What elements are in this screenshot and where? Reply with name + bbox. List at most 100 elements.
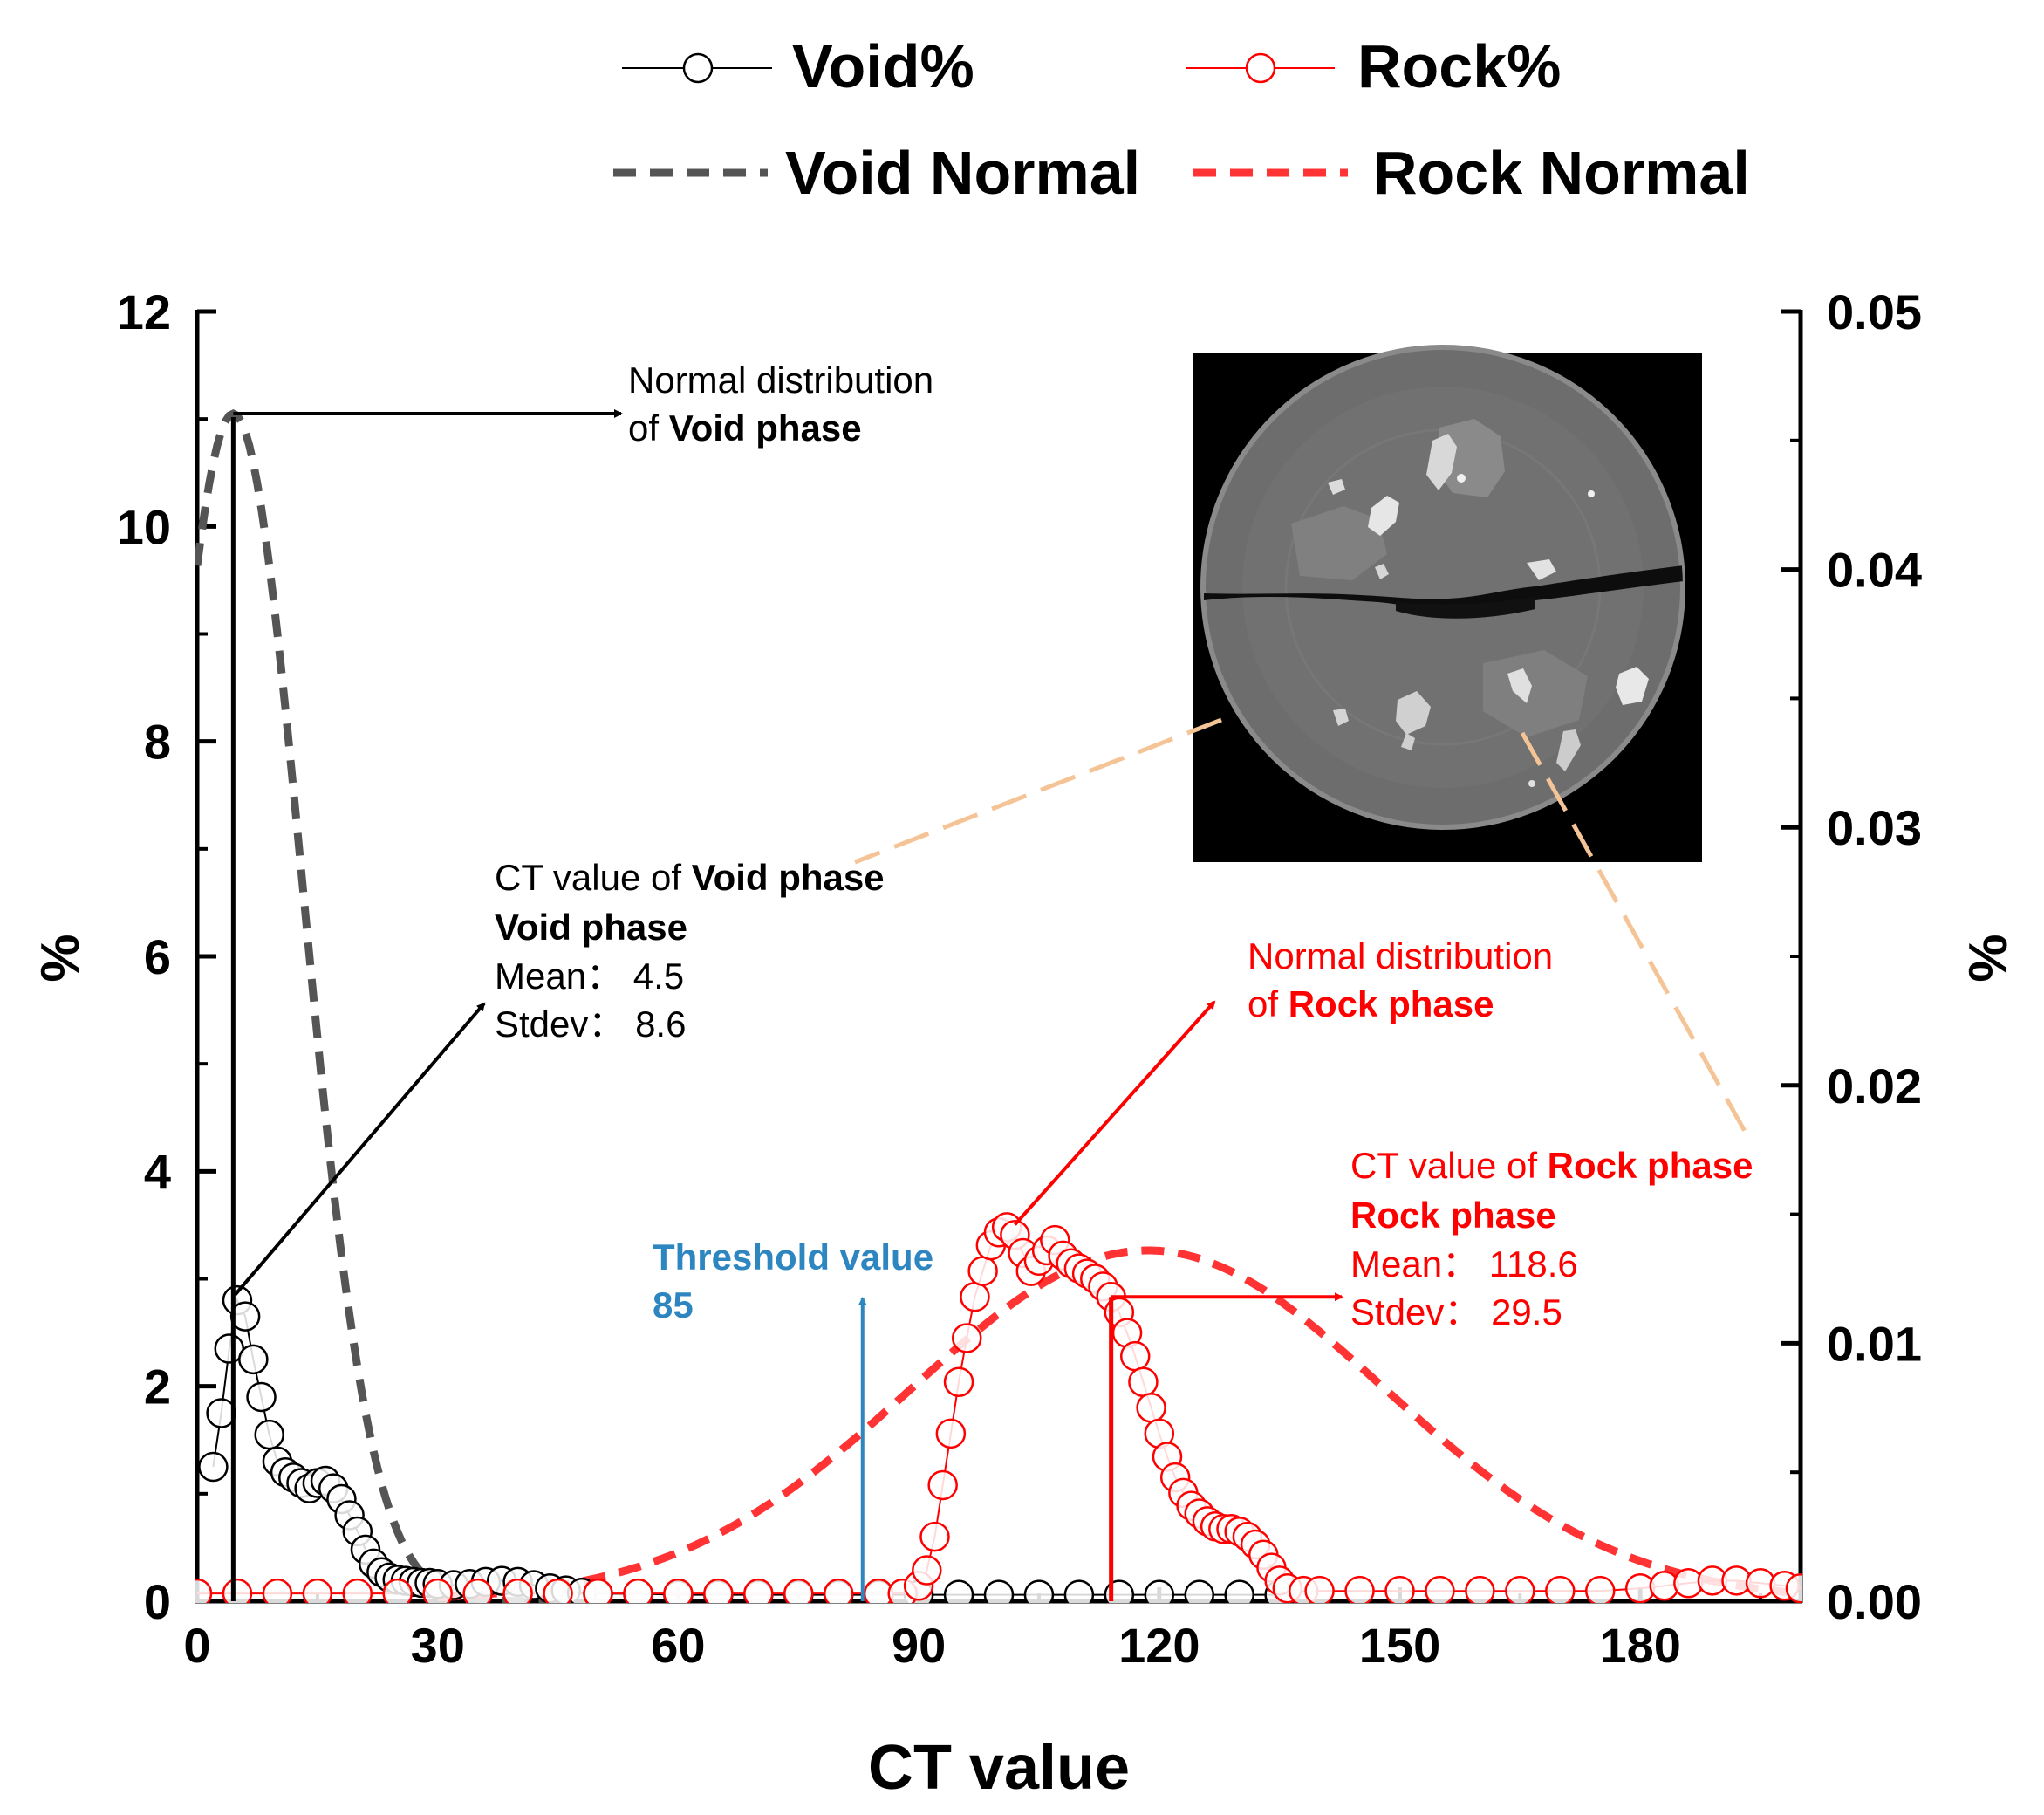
rock-data-point — [1128, 1366, 1159, 1397]
rock-data-point — [943, 1366, 974, 1397]
y-right-tick-label: 0.01 — [1827, 1316, 1922, 1371]
void-ct-label-1-prefix: CT value of — [495, 857, 692, 898]
y-right-tick-label: 0.05 — [1827, 284, 1922, 339]
leader-void — [854, 717, 1222, 865]
legend-item-rock: Rock% — [1186, 32, 1561, 100]
y-left-tick-label: 4 — [144, 1144, 171, 1199]
x-tick-label: 30 — [411, 1618, 465, 1673]
rock-data-point — [502, 1578, 533, 1603]
void-mean-label: Mean： 4.5 — [495, 955, 684, 997]
void-data-point — [1184, 1579, 1214, 1603]
legend-label-void: Void% — [792, 32, 974, 100]
plot-area — [195, 408, 1802, 1603]
void-normal-label-1: Normal distribution — [628, 360, 933, 401]
void-stdev-label: Stdev： 8.6 — [495, 1003, 686, 1044]
rock-data-point — [583, 1578, 613, 1603]
rock-data-point — [912, 1555, 942, 1586]
y-left-tick-label: 12 — [117, 284, 171, 339]
y-left-tick-label: 8 — [144, 715, 171, 770]
legend-label-rock: Rock% — [1357, 32, 1561, 100]
void-data-point — [238, 1344, 269, 1375]
rock-data-point — [1384, 1575, 1415, 1603]
void-data-point — [206, 1398, 236, 1428]
rock-normal-label-2-bold: Rock phase — [1289, 983, 1494, 1024]
x-ticks: 0 30 60 90 120 150 180 — [183, 1587, 1763, 1673]
ct-inset-image — [1193, 345, 1702, 862]
rock-data-point — [1344, 1575, 1375, 1603]
rock-data-point — [1119, 1340, 1151, 1372]
rock-data-point — [222, 1578, 253, 1603]
y-left-tick-label: 6 — [144, 929, 171, 984]
y-left-tick-label: 2 — [144, 1360, 171, 1414]
void-normal-label-2: of Void phase — [628, 408, 862, 449]
legend-item-rock-normal: Rock Normal — [1193, 139, 1750, 207]
x-tick-label: 90 — [892, 1618, 946, 1673]
legend: Void% Rock% Void Normal Rock Normal — [613, 32, 1750, 207]
rock-data-point — [1304, 1575, 1335, 1603]
x-tick-label: 120 — [1118, 1618, 1200, 1673]
rock-ct-label-1: CT value of Rock phase — [1350, 1145, 1753, 1186]
void-data-point — [1063, 1579, 1095, 1603]
rock-data-point — [1465, 1575, 1495, 1603]
void-ct-label-2: Void phase — [495, 907, 687, 948]
rock-normal-curve — [437, 1246, 1801, 1602]
rock-data-point — [935, 1418, 967, 1449]
x-tick-label: 180 — [1599, 1618, 1680, 1673]
rock-data-point — [302, 1578, 333, 1603]
leader-rock — [1520, 731, 1749, 1136]
rock-data-point — [663, 1578, 694, 1603]
rock-normal-arrow — [1013, 1000, 1216, 1226]
rock-normal-label-2: of Rock phase — [1248, 983, 1494, 1024]
rock-data-point — [967, 1256, 998, 1286]
legend-item-void: Void% — [622, 32, 974, 100]
rock-data-point — [743, 1578, 774, 1603]
threshold-value: 85 — [653, 1284, 694, 1325]
x-tick-label: 150 — [1359, 1618, 1440, 1673]
rock-data-point — [823, 1578, 854, 1603]
rock-data-point — [262, 1578, 293, 1603]
void-data-point — [198, 1451, 229, 1483]
rock-data-point — [703, 1578, 734, 1603]
void-ct-label-1-bold: Void phase — [692, 857, 885, 898]
rock-data-point — [1505, 1575, 1535, 1603]
rock-data-point — [195, 1578, 213, 1603]
rock-data-point — [951, 1323, 982, 1353]
rock-data-point — [927, 1469, 958, 1501]
void-data-point — [246, 1381, 277, 1413]
annotations: Normal distribution of Void phase CT val… — [495, 360, 1753, 1332]
rock-ct-label-1-prefix: CT value of — [1350, 1145, 1548, 1186]
y-right-axis-label: % — [1959, 934, 2019, 982]
rock-data-point — [382, 1578, 413, 1603]
annotation-marks — [230, 409, 1343, 1601]
rock-data-point — [960, 1281, 990, 1312]
x-tick-label: 0 — [183, 1618, 210, 1673]
void-data-point — [1144, 1579, 1175, 1603]
void-ct-arrow — [233, 1002, 486, 1297]
x-axis-label: CT value — [868, 1733, 1130, 1803]
y-left-ticks: 0 2 4 6 8 10 12 — [117, 284, 216, 1629]
void-data-point — [254, 1419, 284, 1450]
void-normal-label-2-bold: Void phase — [669, 408, 862, 449]
rock-normal-label-2-prefix: of — [1248, 983, 1289, 1024]
rock-data-point — [1425, 1575, 1455, 1603]
void-data-point — [1023, 1579, 1055, 1603]
legend-label-void-normal: Void Normal — [785, 139, 1140, 207]
legend-item-void-normal: Void Normal — [613, 139, 1140, 207]
legend-label-rock-normal: Rock Normal — [1373, 139, 1750, 207]
y-right-tick-label: 0.02 — [1827, 1058, 1922, 1113]
rock-data-point — [342, 1578, 373, 1603]
rock-normal-label-1: Normal distribution — [1248, 935, 1553, 976]
rock-mean-label: Mean： 118.6 — [1350, 1243, 1578, 1284]
void-ct-label-1: CT value of Void phase — [495, 857, 885, 898]
threshold-label: Threshold value — [653, 1236, 933, 1277]
rock-data-point — [1785, 1572, 1802, 1603]
void-data-point — [943, 1579, 974, 1603]
void-data-point — [983, 1579, 1015, 1603]
y-left-tick-label: 10 — [117, 499, 171, 554]
rock-data-point — [783, 1578, 814, 1603]
rock-data-point — [1585, 1575, 1616, 1603]
y-left-axis-label: % — [31, 934, 91, 982]
rock-stdev-label: Stdev： 29.5 — [1350, 1291, 1562, 1332]
rock-data-point — [462, 1578, 493, 1603]
